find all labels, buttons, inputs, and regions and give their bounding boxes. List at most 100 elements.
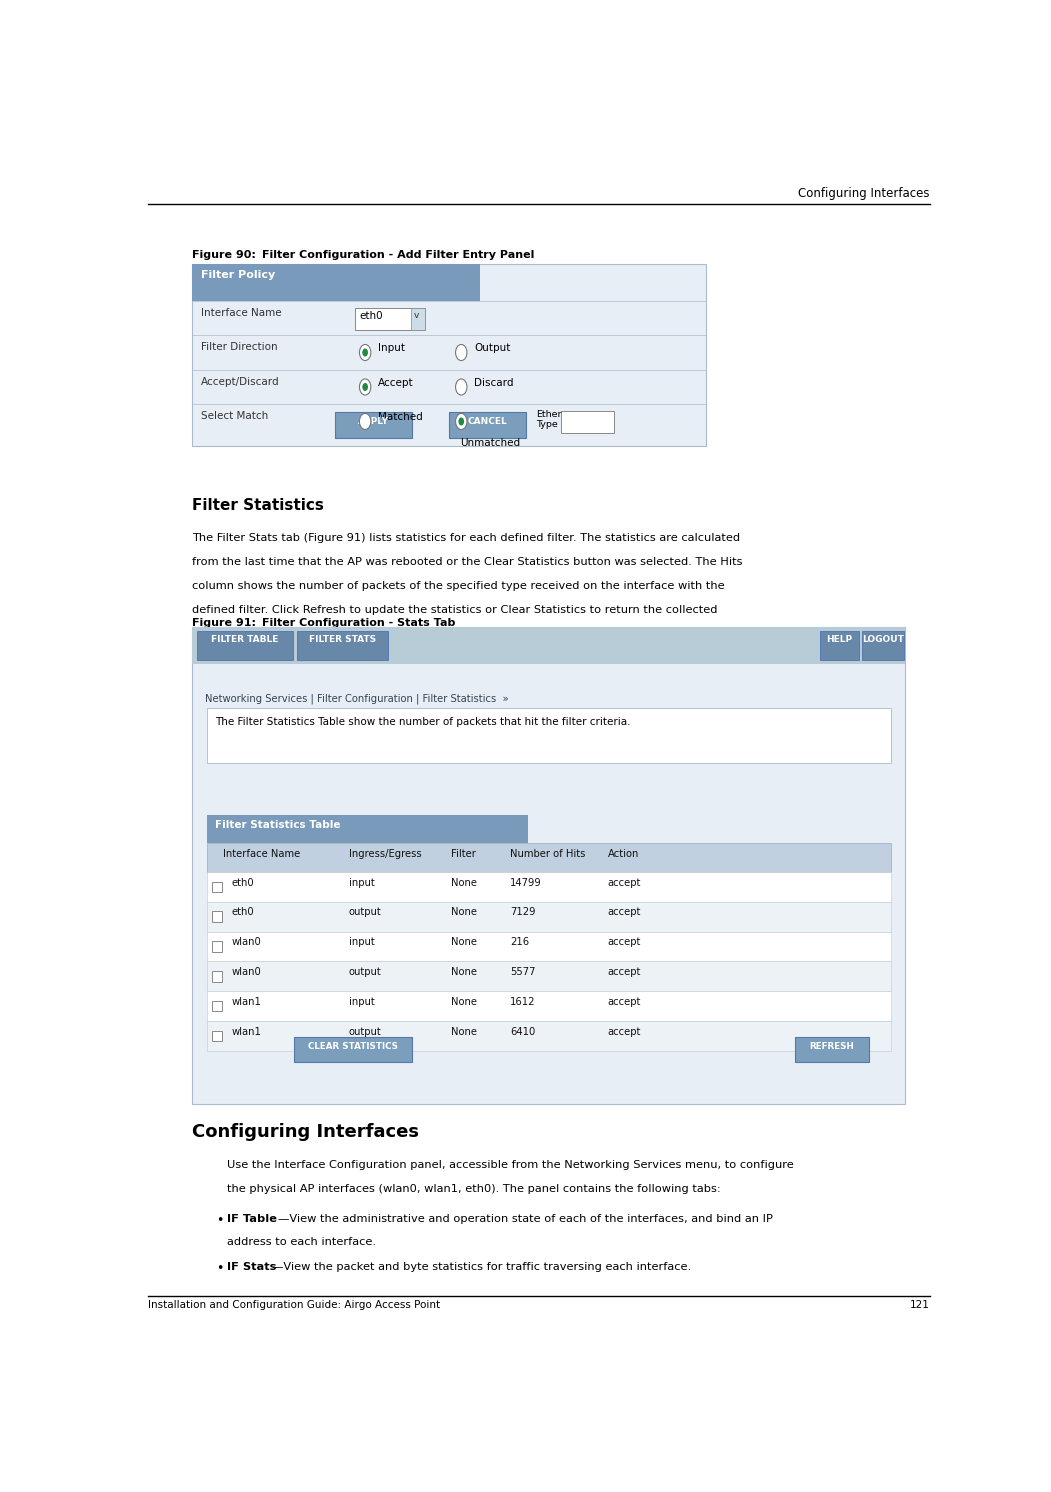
Bar [211,912,222,922]
Circle shape [359,345,371,361]
Bar [355,307,425,330]
Text: None: None [452,967,477,977]
Text: Filter Direction: Filter Direction [201,342,277,352]
Text: the physical AP interfaces (wlan0, wlan1, eth0). The panel contains the followin: the physical AP interfaces (wlan0, wlan1… [227,1185,721,1194]
Text: wlan0: wlan0 [231,967,262,977]
Text: 6410: 6410 [510,1026,535,1037]
Text: APPLY: APPLY [357,416,389,425]
Text: Ether
Type: Ether Type [536,410,561,430]
Text: wlan1: wlan1 [231,1026,262,1037]
Text: accept: accept [607,997,641,1007]
Text: from the last time that the AP was rebooted or the Clear Statistics button was s: from the last time that the AP was reboo… [192,557,743,567]
Text: IF Table: IF Table [227,1214,277,1223]
Bar [211,941,222,952]
Text: column shows the number of packets of the specified type received on the interfa: column shows the number of packets of th… [192,580,725,591]
Text: Filter Statistics Table: Filter Statistics Table [215,821,341,830]
Text: —View the administrative and operation state of each of the interfaces, and bind: —View the administrative and operation s… [277,1214,772,1223]
Bar [449,412,527,437]
Text: Filter Configuration - Stats Tab: Filter Configuration - Stats Tab [262,618,455,628]
Bar [192,264,705,446]
Text: None: None [452,997,477,1007]
Text: 14799: 14799 [510,877,542,888]
Text: None: None [452,877,477,888]
Text: input: input [349,877,374,888]
Text: accept: accept [607,907,641,918]
Text: Use the Interface Configuration panel, accessible from the Networking Services m: Use the Interface Configuration panel, a… [227,1161,795,1170]
Bar [411,307,425,330]
Text: Discard: Discard [474,377,514,388]
Text: Filter Configuration - Add Filter Entry Panel: Filter Configuration - Add Filter Entry … [262,251,534,260]
Bar [207,871,890,901]
Text: None: None [452,907,477,918]
Text: FILTER TABLE: FILTER TABLE [211,636,279,645]
Bar [207,991,890,1021]
Text: eth0: eth0 [231,907,254,918]
Text: Configuring Interfaces: Configuring Interfaces [798,186,929,200]
Bar [211,1001,222,1012]
Bar [211,1031,222,1041]
Text: input: input [349,937,374,947]
Text: Number of Hits: Number of Hits [510,849,585,859]
Text: •: • [217,1262,224,1276]
Text: Interface Name: Interface Name [224,849,301,859]
Circle shape [363,383,368,391]
Text: 216: 216 [510,937,530,947]
Text: •: • [217,1214,224,1226]
Circle shape [359,413,371,430]
Text: output: output [349,1026,382,1037]
Text: None: None [452,1026,477,1037]
Bar [192,627,905,1104]
Bar [862,631,904,661]
Text: Ingress/Egress: Ingress/Egress [349,849,421,859]
Circle shape [458,418,465,425]
Bar [192,627,905,664]
Text: input: input [349,997,374,1007]
Bar [560,412,614,433]
Text: The Filter Statistics Table show the number of packets that hit the filter crite: The Filter Statistics Table show the num… [215,716,631,727]
Text: Figure 90:: Figure 90: [192,251,256,260]
Text: 5577: 5577 [510,967,536,977]
Text: accept: accept [607,967,641,977]
Text: FILTER STATS: FILTER STATS [309,636,376,645]
Text: output: output [349,967,382,977]
Bar [207,961,890,991]
Text: 7129: 7129 [510,907,536,918]
Bar [820,631,859,661]
Text: Accept: Accept [378,377,414,388]
Bar [207,843,890,871]
Text: wlan0: wlan0 [231,937,262,947]
Text: CANCEL: CANCEL [468,416,508,425]
Text: Matched: Matched [378,412,423,422]
Text: eth0: eth0 [231,877,254,888]
Text: The Filter Stats tab (Figure 91) lists statistics for each defined filter. The s: The Filter Stats tab (Figure 91) lists s… [192,533,741,543]
Bar [796,1037,868,1062]
Text: Select Match: Select Match [201,412,268,421]
Text: defined filter. Click Refresh to update the statistics or Clear Statistics to re: defined filter. Click Refresh to update … [192,606,718,615]
Bar [211,971,222,982]
Text: accept: accept [607,937,641,947]
Bar [294,1037,412,1062]
Text: IF Stats: IF Stats [227,1262,276,1273]
Text: LOGOUT: LOGOUT [862,636,904,645]
Text: Interface Name: Interface Name [201,307,282,318]
Bar [207,1021,890,1050]
Text: v: v [414,312,419,321]
Text: Accept/Discard: Accept/Discard [201,376,280,386]
Bar [296,631,388,661]
Text: accept: accept [607,1026,641,1037]
Bar [207,901,890,931]
Text: 121: 121 [910,1301,929,1310]
Text: eth0: eth0 [359,312,383,321]
Circle shape [455,345,467,361]
Text: Figure 91:: Figure 91: [192,618,256,628]
Text: None: None [452,937,477,947]
Text: CLEAR STATISTICS: CLEAR STATISTICS [308,1041,398,1050]
Text: —View the packet and byte statistics for traffic traversing each interface.: —View the packet and byte statistics for… [272,1262,692,1273]
Text: Action: Action [607,849,639,859]
Text: Output: Output [474,343,511,354]
Text: address to each interface.: address to each interface. [227,1237,376,1247]
Bar [207,931,890,961]
Text: Unmatched: Unmatched [459,437,520,448]
Text: accept: accept [607,877,641,888]
Text: Filter: Filter [452,849,476,859]
